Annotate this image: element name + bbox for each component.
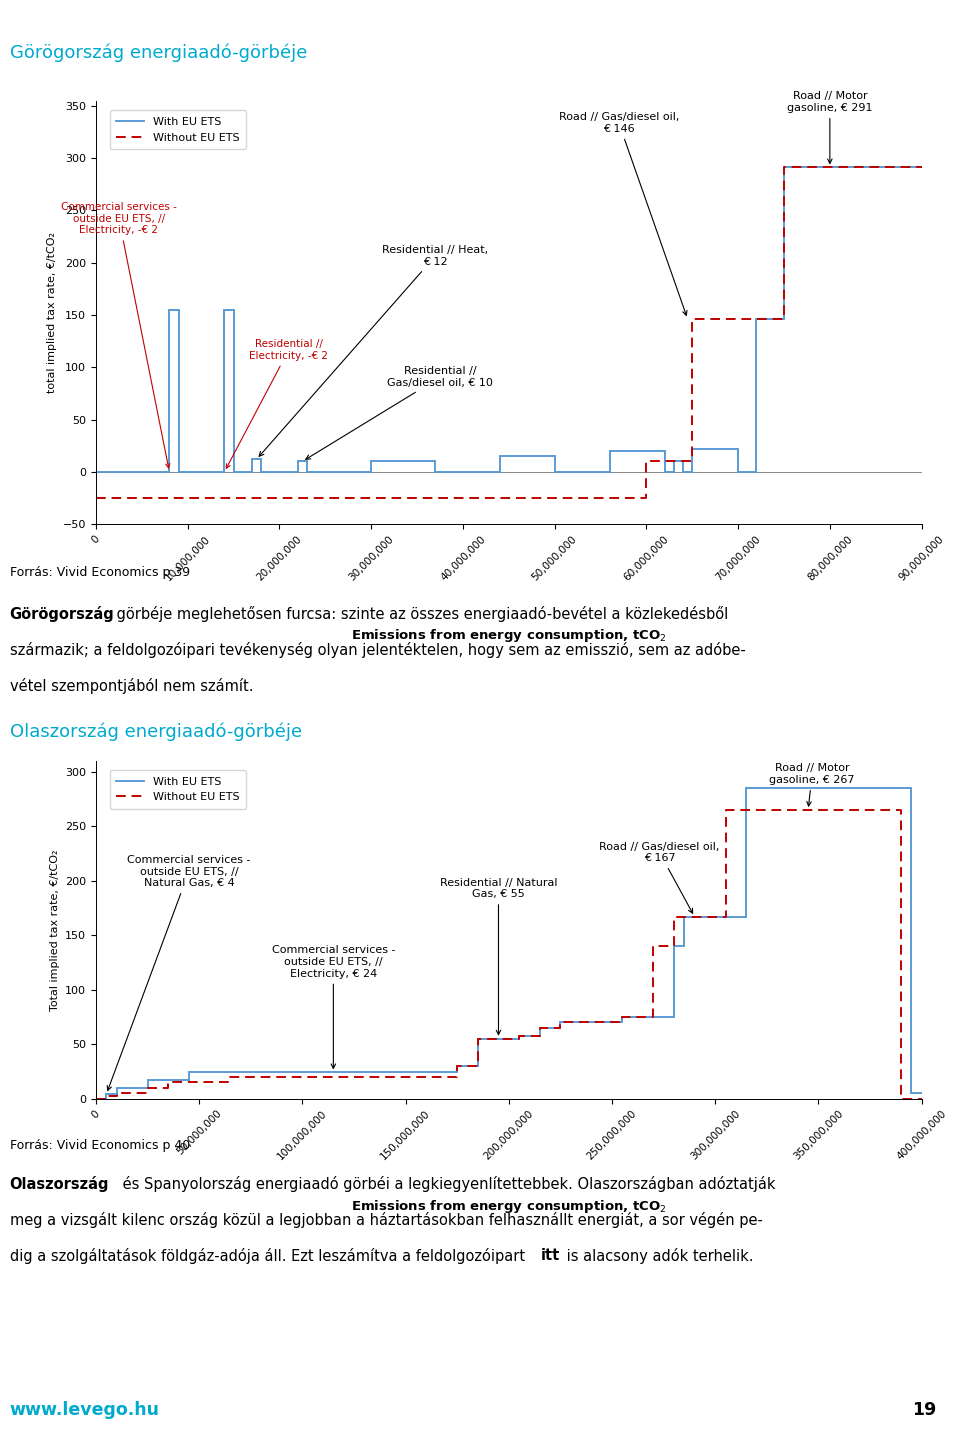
Text: dig a szolgáltatások földgáz-adója áll. Ezt leszámítva a feldolgozóipart: dig a szolgáltatások földgáz-adója áll. … (10, 1248, 529, 1264)
Text: Road // Gas/diesel oil,
€ 167: Road // Gas/diesel oil, € 167 (599, 841, 720, 913)
Text: és Spanyolország energiaadó görbéi a legkiegyenlítettebbek. Olaszországban adózt: és Spanyolország energiaadó görbéi a leg… (118, 1176, 776, 1192)
Text: vétel szempontjából nem számít.: vétel szempontjából nem számít. (10, 678, 253, 694)
Text: Emissions from energy consumption, tCO$_2$: Emissions from energy consumption, tCO$_… (351, 1198, 666, 1215)
Text: Residential // Natural
Gas, € 55: Residential // Natural Gas, € 55 (440, 877, 557, 1035)
Text: Forrás: Vivid Economics p 40: Forrás: Vivid Economics p 40 (10, 1139, 190, 1152)
Text: Forrás: Vivid Economics p 39: Forrás: Vivid Economics p 39 (10, 566, 190, 579)
Text: Emissions from energy consumption, tCO$_2$: Emissions from energy consumption, tCO$_… (351, 626, 666, 643)
Text: Residential //
Gas/diesel oil, € 10: Residential // Gas/diesel oil, € 10 (306, 366, 492, 460)
Text: www.levego.hu: www.levego.hu (10, 1400, 159, 1419)
Text: Commercial services -
outside EU ETS, //
Electricity, -€ 2: Commercial services - outside EU ETS, //… (61, 202, 177, 468)
Text: is alacsony adók terhelik.: is alacsony adók terhelik. (562, 1248, 753, 1264)
Y-axis label: total implied tax rate, €/tCO₂: total implied tax rate, €/tCO₂ (47, 231, 58, 393)
Text: Olaszország energiaadó-görbéje: Olaszország energiaadó-görbéje (10, 722, 301, 741)
Text: Road // Motor
gasoline, € 267: Road // Motor gasoline, € 267 (770, 764, 855, 806)
Text: Görögország energiaadó-görbéje: Görögország energiaadó-görbéje (10, 43, 307, 62)
Text: Road // Gas/diesel oil,
€ 146: Road // Gas/diesel oil, € 146 (559, 112, 687, 316)
Text: Olaszország: Olaszország (10, 1176, 109, 1192)
Text: Commercial services -
outside EU ETS, //
Natural Gas, € 4: Commercial services - outside EU ETS, //… (108, 854, 251, 1090)
Text: Commercial services -
outside EU ETS, //
Electricity, € 24: Commercial services - outside EU ETS, //… (272, 945, 396, 1068)
Text: Road // Motor
gasoline, € 291: Road // Motor gasoline, € 291 (787, 92, 873, 164)
Legend: With EU ETS, Without EU ETS: With EU ETS, Without EU ETS (109, 770, 247, 808)
Text: 19: 19 (912, 1400, 936, 1419)
Text: Residential //
Electricity, -€ 2: Residential // Electricity, -€ 2 (227, 339, 328, 468)
Text: itt: itt (540, 1248, 560, 1262)
Text: görbéje meglehetősen furcsa: szinte az összes energiaadó-bevétel a közlekedésből: görbéje meglehetősen furcsa: szinte az ö… (112, 606, 729, 622)
Text: Residential // Heat,
€ 12: Residential // Heat, € 12 (259, 246, 489, 457)
Y-axis label: Total implied tax rate, €/tCO₂: Total implied tax rate, €/tCO₂ (50, 849, 60, 1011)
Text: Görögország: Görögország (10, 606, 114, 622)
Legend: With EU ETS, Without EU ETS: With EU ETS, Without EU ETS (109, 111, 247, 149)
Text: meg a vizsgált kilenc ország közül a legjobban a háztartásokban felhasznállt ene: meg a vizsgált kilenc ország közül a leg… (10, 1212, 762, 1228)
Text: származik; a feldolgozóipari tevékenység olyan jelentéktelen, hogy sem az emissz: származik; a feldolgozóipari tevékenység… (10, 642, 745, 658)
